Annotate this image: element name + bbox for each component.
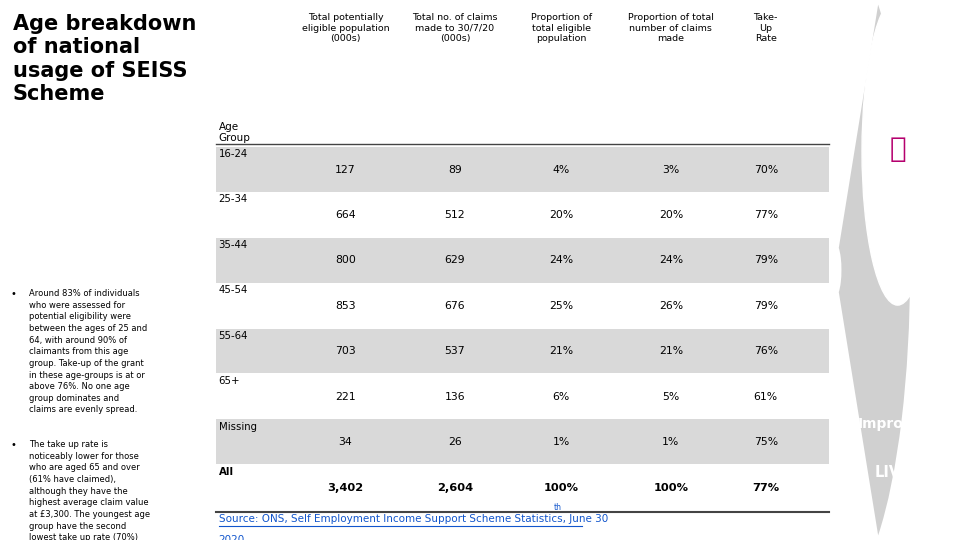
Text: 100%: 100% bbox=[654, 483, 688, 492]
Text: 61%: 61% bbox=[754, 392, 778, 402]
Text: Total no. of claims
made to 30/7/20
(000s): Total no. of claims made to 30/7/20 (000… bbox=[412, 14, 497, 43]
Text: Take-
Up
Rate: Take- Up Rate bbox=[754, 14, 778, 43]
Text: Proportion of
total eligible
population: Proportion of total eligible population bbox=[531, 14, 592, 43]
Text: Improving: Improving bbox=[858, 417, 937, 431]
Text: 24%: 24% bbox=[659, 255, 683, 266]
Text: •: • bbox=[11, 440, 16, 450]
Text: 100%: 100% bbox=[544, 483, 579, 492]
Text: 676: 676 bbox=[444, 301, 466, 311]
Text: 34: 34 bbox=[339, 437, 352, 447]
Text: 800: 800 bbox=[335, 255, 356, 266]
FancyBboxPatch shape bbox=[216, 238, 828, 282]
Text: 6%: 6% bbox=[553, 392, 570, 402]
Text: Source: ONS, Self Employment Income Support Scheme Statistics, June 30: Source: ONS, Self Employment Income Supp… bbox=[219, 514, 608, 524]
Text: 35-44: 35-44 bbox=[219, 240, 248, 250]
Text: 1%: 1% bbox=[662, 437, 680, 447]
Text: 45-54: 45-54 bbox=[219, 285, 248, 295]
Text: LIVES: LIVES bbox=[875, 465, 921, 480]
Text: •: • bbox=[11, 289, 16, 299]
Text: 3,402: 3,402 bbox=[327, 483, 364, 492]
FancyBboxPatch shape bbox=[216, 147, 828, 192]
Text: th: th bbox=[554, 503, 562, 512]
Text: Total potentially
eligible population
(000s): Total potentially eligible population (0… bbox=[301, 14, 389, 43]
Text: 664: 664 bbox=[335, 210, 356, 220]
Text: 2020: 2020 bbox=[219, 535, 245, 540]
Text: 79%: 79% bbox=[754, 301, 778, 311]
Text: 221: 221 bbox=[335, 392, 356, 402]
FancyBboxPatch shape bbox=[216, 328, 828, 374]
Text: Age breakdown
of national
usage of SEISS
Scheme: Age breakdown of national usage of SEISS… bbox=[12, 14, 196, 104]
Text: 5%: 5% bbox=[662, 392, 680, 402]
Text: 136: 136 bbox=[444, 392, 466, 402]
Wedge shape bbox=[839, 5, 910, 535]
Text: 20%: 20% bbox=[549, 210, 573, 220]
Text: 79%: 79% bbox=[754, 255, 778, 266]
Text: 2,604: 2,604 bbox=[437, 483, 473, 492]
Text: 🐉: 🐉 bbox=[889, 134, 906, 163]
FancyBboxPatch shape bbox=[216, 420, 828, 464]
Text: 75%: 75% bbox=[754, 437, 778, 447]
Text: 25-34: 25-34 bbox=[219, 194, 248, 205]
Text: 703: 703 bbox=[335, 346, 356, 356]
Text: 24%: 24% bbox=[549, 255, 573, 266]
Text: 629: 629 bbox=[444, 255, 466, 266]
Text: 853: 853 bbox=[335, 301, 356, 311]
Text: 70%: 70% bbox=[754, 165, 778, 174]
Text: Age
Group: Age Group bbox=[219, 122, 251, 143]
Text: 1%: 1% bbox=[553, 437, 570, 447]
Text: The take up rate is
noticeably lower for those
who are aged 65 and over
(61% hav: The take up rate is noticeably lower for… bbox=[30, 440, 151, 540]
Text: 537: 537 bbox=[444, 346, 466, 356]
Circle shape bbox=[862, 0, 933, 305]
Text: Proportion of total
number of claims
made: Proportion of total number of claims mad… bbox=[628, 14, 714, 43]
Text: 89: 89 bbox=[448, 165, 462, 174]
Text: 26%: 26% bbox=[659, 301, 683, 311]
Text: 77%: 77% bbox=[754, 210, 778, 220]
Text: 55-64: 55-64 bbox=[219, 330, 249, 341]
Text: 512: 512 bbox=[444, 210, 466, 220]
Text: 76%: 76% bbox=[754, 346, 778, 356]
Text: 21%: 21% bbox=[659, 346, 683, 356]
Text: Around 83% of individuals
who were assessed for
potential eligibility were
betwe: Around 83% of individuals who were asses… bbox=[30, 289, 148, 415]
Text: 4%: 4% bbox=[553, 165, 570, 174]
Text: 25%: 25% bbox=[549, 301, 573, 311]
Text: 26: 26 bbox=[448, 437, 462, 447]
Text: 16-24: 16-24 bbox=[219, 149, 248, 159]
Text: 21%: 21% bbox=[549, 346, 573, 356]
Text: 3%: 3% bbox=[662, 165, 680, 174]
Text: All: All bbox=[219, 467, 234, 477]
Text: 77%: 77% bbox=[753, 483, 780, 492]
Text: Missing: Missing bbox=[219, 422, 256, 431]
Text: 65+: 65+ bbox=[219, 376, 240, 386]
Text: 20%: 20% bbox=[659, 210, 683, 220]
Text: 127: 127 bbox=[335, 165, 356, 174]
